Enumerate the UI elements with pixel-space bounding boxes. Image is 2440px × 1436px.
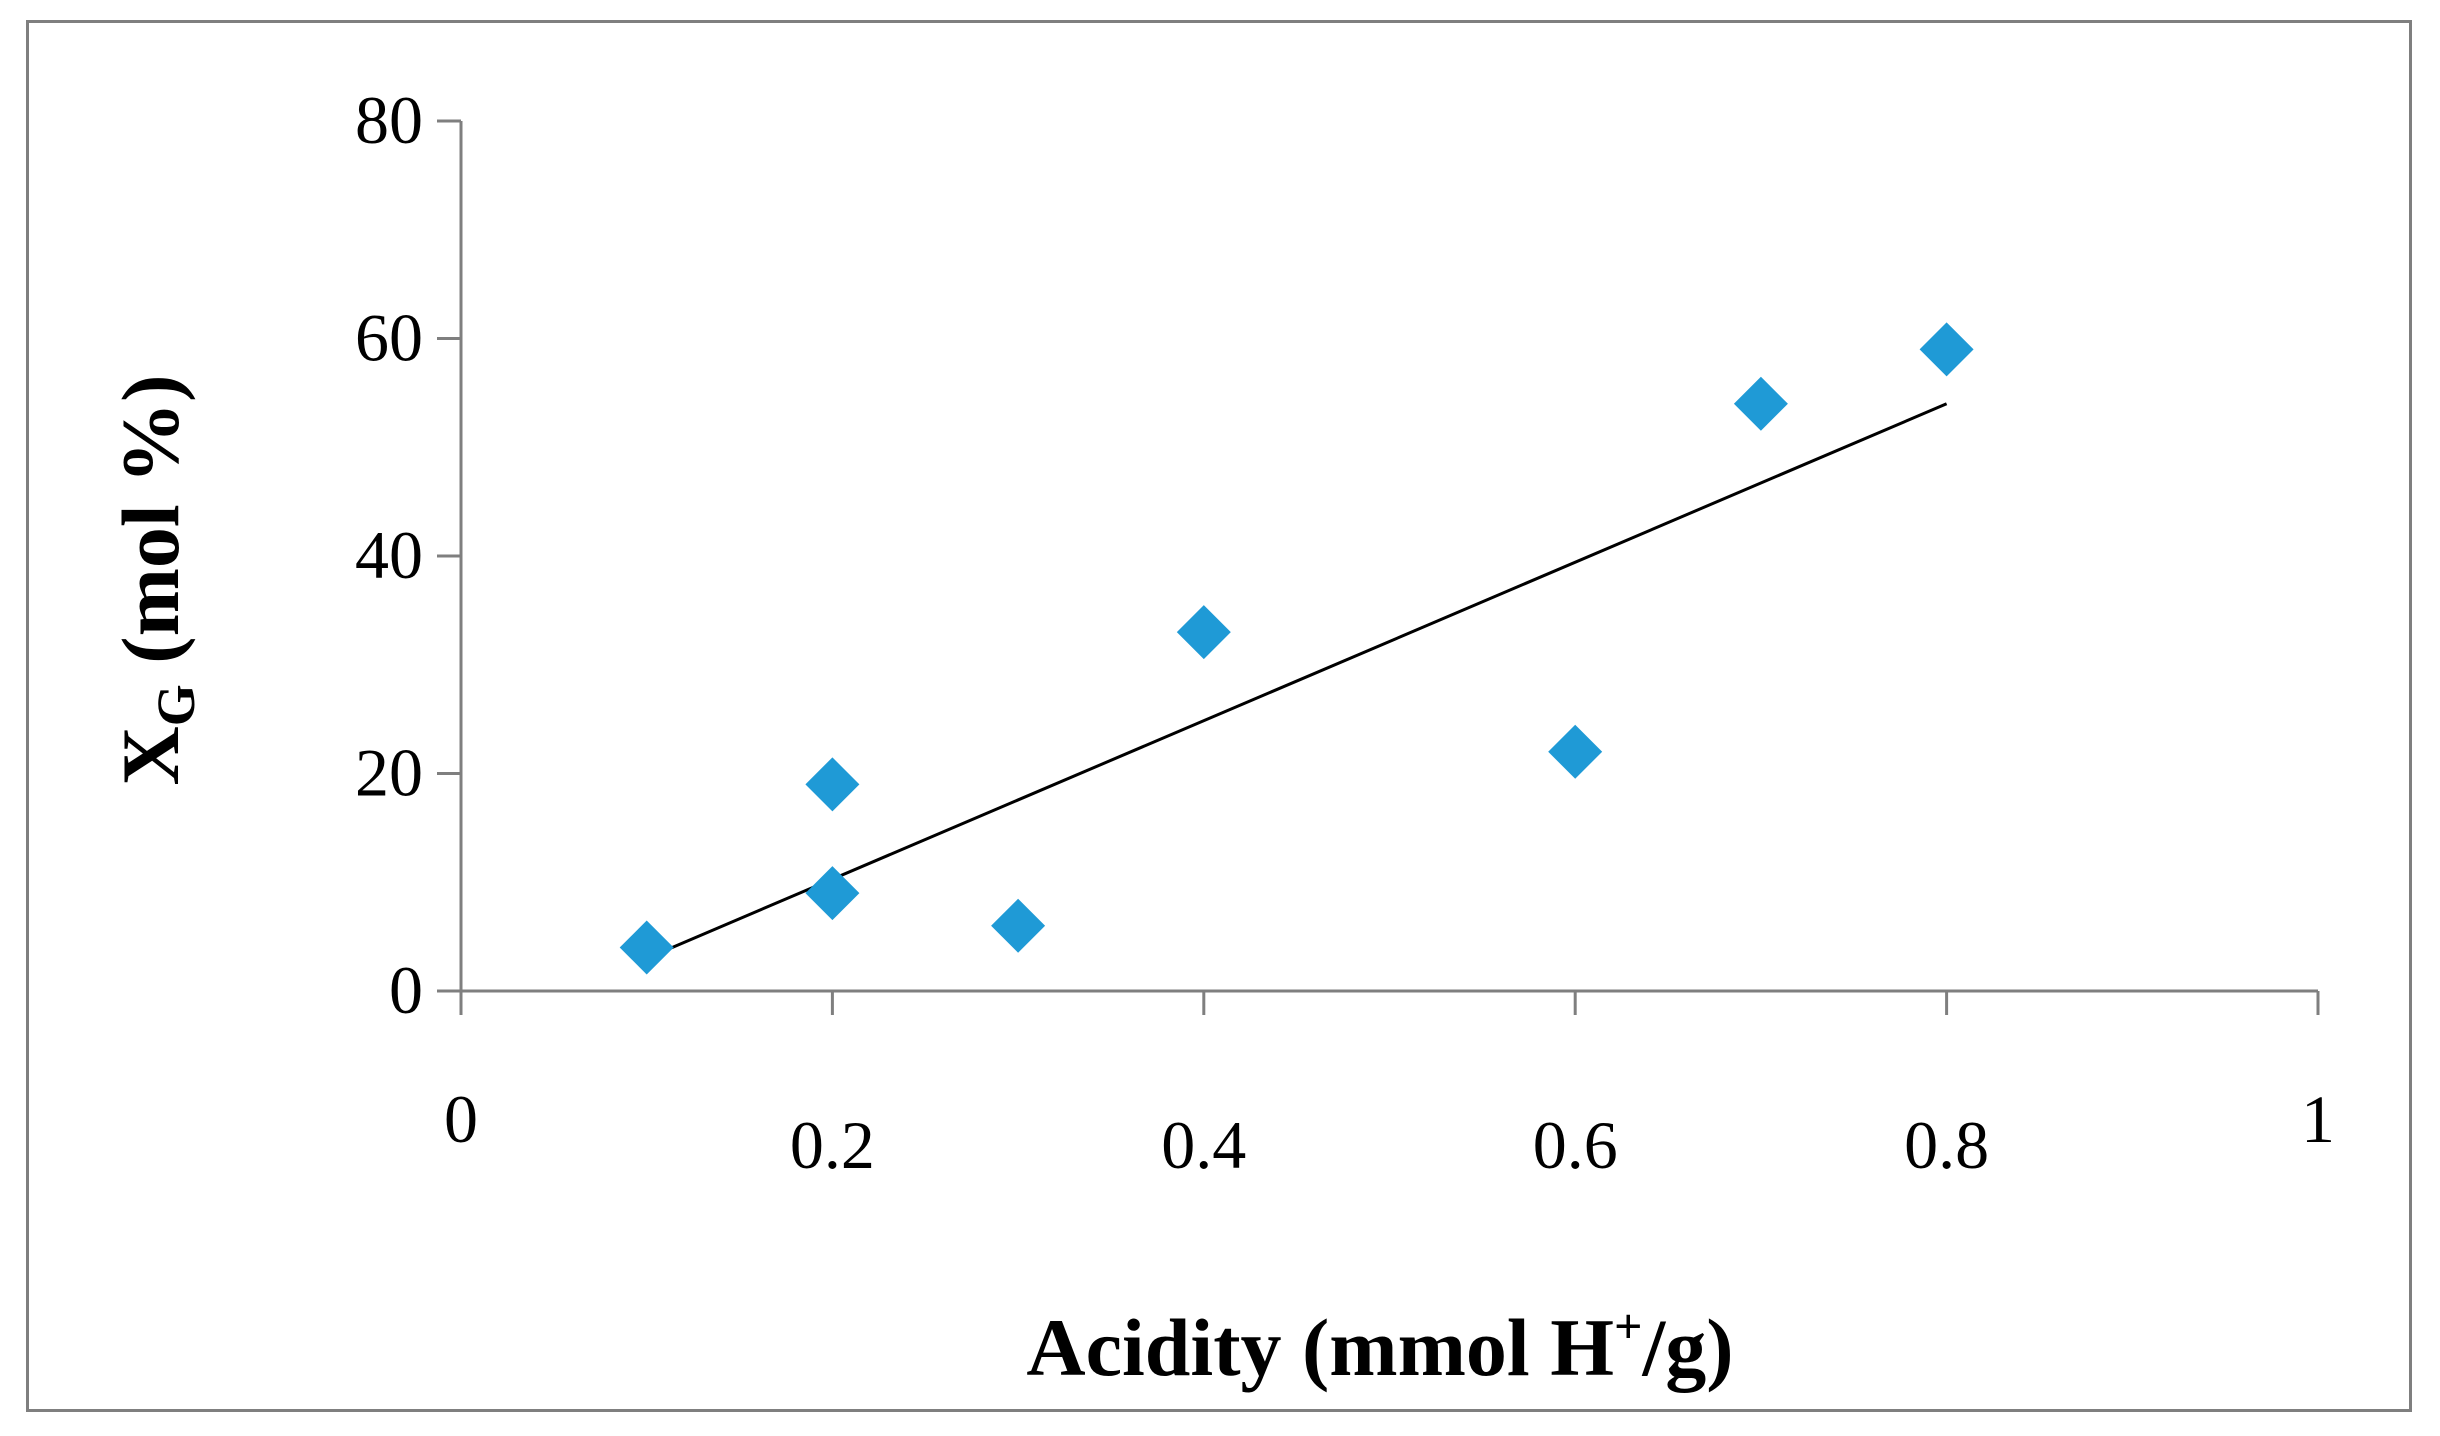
data-points	[619, 322, 1974, 975]
x-tick-label: 0.2	[790, 1107, 875, 1183]
x-tick-label: 0.6	[1533, 1107, 1618, 1183]
data-point-diamond	[1733, 376, 1788, 431]
data-point-diamond	[619, 920, 674, 975]
chart-frame	[26, 20, 2412, 1412]
data-point-diamond	[805, 866, 860, 921]
y-tick-label: 40	[355, 517, 423, 593]
x-axis-title: Acidity (mmol H+/g)	[1026, 1298, 1733, 1393]
data-point-diamond	[1548, 724, 1603, 779]
y-axis-title-subscript: G	[146, 684, 206, 726]
x-tick-label: 1	[2301, 1081, 2335, 1157]
axis-labels: Acidity (mmol H+/g) XG (mol %)	[105, 375, 1734, 1393]
x-axis-title-superscript: +	[1614, 1298, 1643, 1354]
data-point-diamond	[991, 898, 1046, 953]
x-axis-title-suffix: /g)	[1641, 1302, 1733, 1393]
y-axis-title-suffix: (mol %)	[105, 375, 196, 685]
x-axis-title-main: Acidity (mmol H	[1026, 1302, 1614, 1393]
data-point-diamond	[1919, 322, 1974, 377]
y-tick-label: 60	[355, 300, 423, 376]
x-tick-label: 0.8	[1904, 1107, 1989, 1183]
y-tick-label: 0	[389, 952, 423, 1028]
data-point-diamond	[805, 757, 860, 812]
x-tick-label: 0.4	[1161, 1107, 1246, 1183]
axes: 0 20 40 60 80 0 0.2 0.4 0.6 0.8 1	[355, 82, 2335, 1183]
y-tick-label: 20	[355, 735, 423, 811]
data-point-diamond	[1176, 605, 1231, 660]
y-tick-label: 80	[355, 82, 423, 158]
y-axis-title: XG (mol %)	[105, 375, 206, 786]
trendline-layer	[646, 402, 1948, 960]
y-axis-title-main: X	[105, 726, 196, 785]
trendline	[646, 402, 1948, 960]
x-tick-label: 0	[444, 1081, 478, 1157]
